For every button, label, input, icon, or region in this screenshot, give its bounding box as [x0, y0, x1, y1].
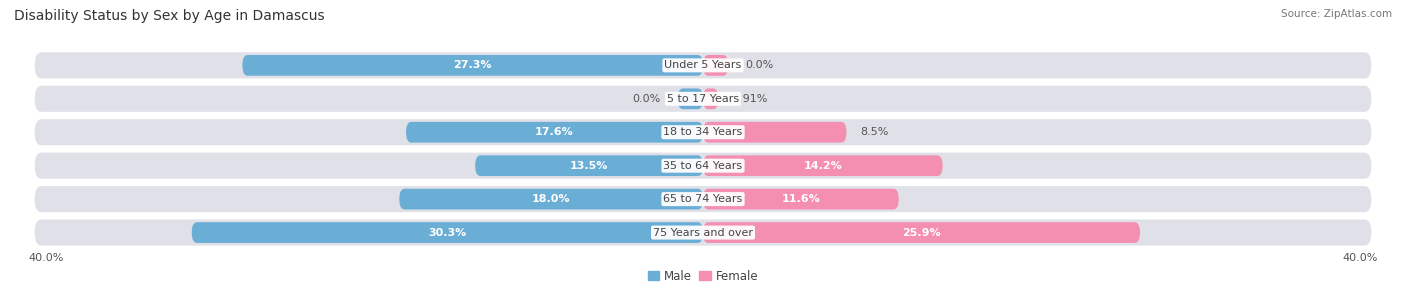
Text: Under 5 Years: Under 5 Years — [665, 60, 741, 70]
Text: 8.5%: 8.5% — [860, 127, 889, 137]
Text: 25.9%: 25.9% — [903, 228, 941, 237]
FancyBboxPatch shape — [703, 88, 718, 109]
Text: 75 Years and over: 75 Years and over — [652, 228, 754, 237]
FancyBboxPatch shape — [678, 88, 703, 109]
FancyBboxPatch shape — [35, 119, 1371, 145]
FancyBboxPatch shape — [703, 122, 846, 143]
Text: 18 to 34 Years: 18 to 34 Years — [664, 127, 742, 137]
Text: 65 to 74 Years: 65 to 74 Years — [664, 194, 742, 204]
FancyBboxPatch shape — [703, 55, 728, 76]
Text: 13.5%: 13.5% — [569, 161, 609, 171]
Text: 0.0%: 0.0% — [745, 60, 773, 70]
FancyBboxPatch shape — [35, 219, 1371, 246]
Text: 40.0%: 40.0% — [1343, 253, 1378, 263]
Text: 30.3%: 30.3% — [429, 228, 467, 237]
Text: 17.6%: 17.6% — [536, 127, 574, 137]
FancyBboxPatch shape — [242, 55, 703, 76]
Text: 11.6%: 11.6% — [782, 194, 820, 204]
FancyBboxPatch shape — [475, 155, 703, 176]
Text: 40.0%: 40.0% — [28, 253, 63, 263]
Text: Source: ZipAtlas.com: Source: ZipAtlas.com — [1281, 9, 1392, 19]
Text: 14.2%: 14.2% — [803, 161, 842, 171]
FancyBboxPatch shape — [35, 86, 1371, 112]
FancyBboxPatch shape — [399, 189, 703, 209]
Text: 35 to 64 Years: 35 to 64 Years — [664, 161, 742, 171]
FancyBboxPatch shape — [406, 122, 703, 143]
FancyBboxPatch shape — [703, 155, 942, 176]
FancyBboxPatch shape — [35, 52, 1371, 78]
Text: 5 to 17 Years: 5 to 17 Years — [666, 94, 740, 104]
FancyBboxPatch shape — [703, 189, 898, 209]
FancyBboxPatch shape — [35, 186, 1371, 212]
FancyBboxPatch shape — [191, 222, 703, 243]
Text: 0.0%: 0.0% — [633, 94, 661, 104]
Legend: Male, Female: Male, Female — [643, 265, 763, 288]
Text: Disability Status by Sex by Age in Damascus: Disability Status by Sex by Age in Damas… — [14, 9, 325, 23]
FancyBboxPatch shape — [35, 153, 1371, 179]
FancyBboxPatch shape — [703, 222, 1140, 243]
Text: 27.3%: 27.3% — [454, 60, 492, 70]
Text: 0.91%: 0.91% — [733, 94, 768, 104]
Text: 18.0%: 18.0% — [531, 194, 571, 204]
